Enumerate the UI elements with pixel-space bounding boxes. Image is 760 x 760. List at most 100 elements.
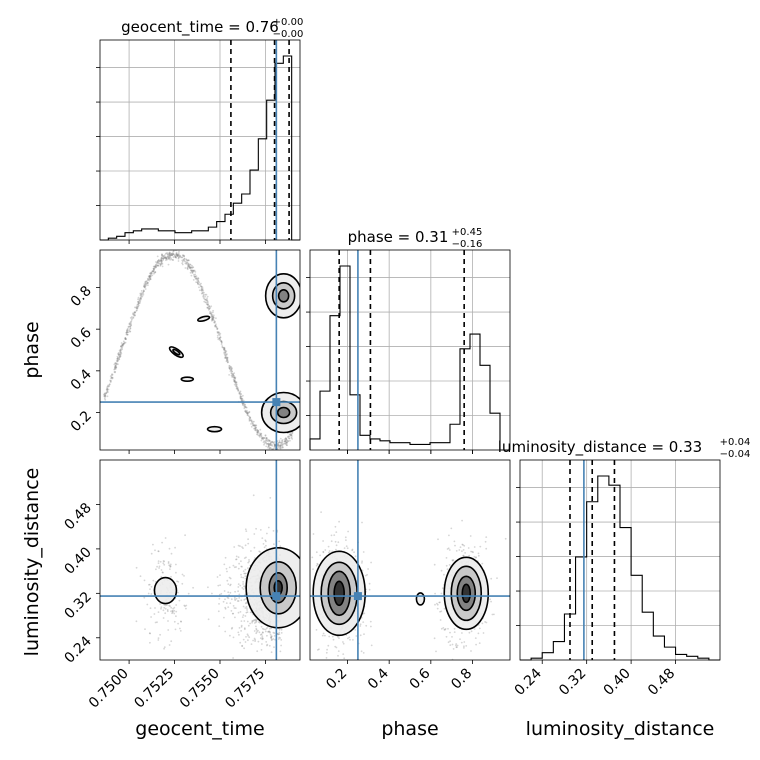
sample-point xyxy=(207,307,209,309)
sample-point xyxy=(225,354,228,356)
sample-point xyxy=(246,412,249,415)
sample-point xyxy=(282,446,284,449)
sample-point xyxy=(225,567,228,570)
sample-point xyxy=(266,443,269,445)
sample-point xyxy=(260,633,263,636)
sample-point xyxy=(149,588,151,590)
sample-point xyxy=(230,372,233,374)
sample-point xyxy=(152,270,154,273)
sample-point xyxy=(123,342,126,344)
sample-point xyxy=(252,619,255,622)
sample-point xyxy=(228,367,231,369)
sample-point xyxy=(241,565,243,568)
sample-point xyxy=(161,265,164,268)
sample-point xyxy=(122,345,124,347)
sample-point xyxy=(242,404,245,407)
sample-point xyxy=(478,642,481,644)
sample-point xyxy=(114,368,117,370)
sample-point xyxy=(345,545,348,548)
sample-point xyxy=(114,365,117,368)
sample-point xyxy=(272,631,275,634)
sample-point xyxy=(210,311,213,314)
sample-point xyxy=(253,533,256,535)
sample-point xyxy=(202,296,205,299)
sample-point xyxy=(266,440,268,442)
sample-point xyxy=(362,551,365,553)
sample-point xyxy=(247,561,250,564)
sample-point xyxy=(267,443,269,445)
sample-point xyxy=(347,530,349,533)
sample-point xyxy=(118,353,121,355)
sample-point xyxy=(171,610,174,613)
sample-point xyxy=(160,260,163,263)
sample-point xyxy=(226,357,229,359)
sample-point xyxy=(206,299,209,301)
sample-point xyxy=(103,397,106,400)
sample-point xyxy=(258,434,260,437)
sample-point xyxy=(159,633,162,636)
sample-point xyxy=(330,534,333,537)
sample-point xyxy=(199,284,202,287)
sample-point xyxy=(283,440,286,443)
sample-point xyxy=(177,256,180,258)
sample-point xyxy=(128,323,131,325)
sample-point xyxy=(171,610,174,612)
panel-frame xyxy=(99,39,301,241)
sample-point xyxy=(159,259,162,262)
sample-point xyxy=(264,628,267,631)
sample-point xyxy=(164,256,167,259)
sample-point xyxy=(196,278,198,281)
sample-point xyxy=(245,530,248,532)
sample-point xyxy=(277,444,280,447)
sample-point xyxy=(183,254,186,257)
sample-point xyxy=(240,630,243,632)
sample-point xyxy=(285,441,288,444)
sample-point xyxy=(137,304,139,306)
sample-point xyxy=(216,576,219,578)
sample-point xyxy=(263,437,266,439)
sample-point xyxy=(278,628,281,631)
sample-point xyxy=(156,255,159,258)
sample-point xyxy=(138,299,141,302)
sample-point xyxy=(120,347,123,349)
sample-point xyxy=(232,373,234,376)
sample-point xyxy=(242,581,245,583)
sample-point xyxy=(142,290,145,293)
sample-point xyxy=(122,343,125,345)
sample-point xyxy=(229,370,232,373)
sample-point xyxy=(226,596,229,599)
sample-point xyxy=(485,547,488,550)
sample-point xyxy=(105,392,108,395)
histogram-step xyxy=(520,475,720,661)
sample-point xyxy=(235,382,238,384)
sample-point xyxy=(215,323,217,326)
sample-point xyxy=(150,552,153,555)
sample-point xyxy=(290,433,293,436)
sample-point xyxy=(263,443,265,446)
sample-point xyxy=(312,533,315,535)
sample-point xyxy=(226,361,229,364)
sample-point xyxy=(156,261,159,263)
sample-point xyxy=(170,253,173,256)
y-tick-label: 0.2 xyxy=(68,408,95,435)
sample-point xyxy=(261,638,264,641)
sample-point xyxy=(243,585,245,588)
sample-point xyxy=(153,272,155,275)
sample-point xyxy=(240,573,242,576)
sample-point xyxy=(237,567,240,570)
sample-point xyxy=(151,270,154,273)
sample-point xyxy=(231,367,233,370)
sample-point xyxy=(337,650,340,652)
sample-point xyxy=(470,550,472,553)
sample-point xyxy=(259,428,262,431)
sample-point xyxy=(241,402,244,405)
sample-point xyxy=(146,281,149,284)
sample-point xyxy=(143,286,146,289)
sample-point xyxy=(115,366,118,369)
sample-point xyxy=(153,613,156,615)
sample-point xyxy=(104,392,106,395)
y-tick-label: 0.48 xyxy=(61,500,94,533)
sample-point xyxy=(143,579,146,582)
sample-point xyxy=(369,620,372,623)
sample-point xyxy=(482,632,485,634)
